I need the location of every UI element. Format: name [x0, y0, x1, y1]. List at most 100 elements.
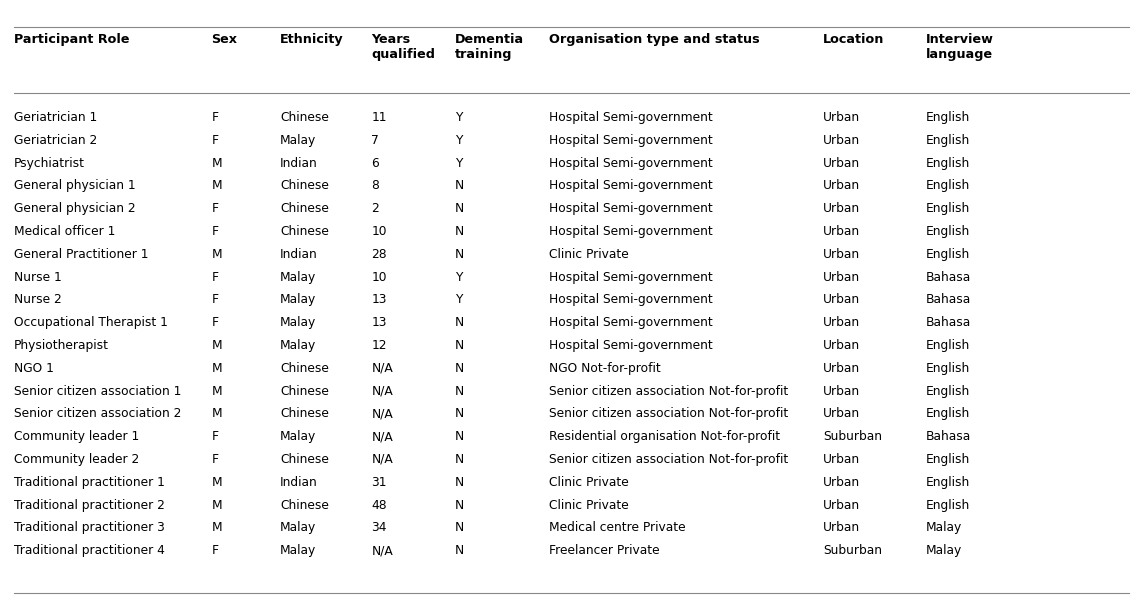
Text: N: N [455, 544, 464, 557]
Text: N/A: N/A [371, 407, 393, 421]
Text: Urban: Urban [823, 499, 860, 512]
Text: Geriatrician 2: Geriatrician 2 [14, 134, 97, 147]
Text: Urban: Urban [823, 271, 860, 284]
Text: General physician 1: General physician 1 [14, 179, 135, 193]
Text: Bahasa: Bahasa [926, 293, 972, 307]
Text: Suburban: Suburban [823, 430, 882, 443]
Text: Urban: Urban [823, 339, 860, 352]
Text: English: English [926, 453, 970, 466]
Text: Traditional practitioner 1: Traditional practitioner 1 [14, 476, 165, 489]
Text: English: English [926, 157, 970, 170]
Text: Senior citizen association 1: Senior citizen association 1 [14, 385, 181, 398]
Text: Chinese: Chinese [280, 111, 329, 124]
Text: General Practitioner 1: General Practitioner 1 [14, 248, 149, 261]
Text: English: English [926, 111, 970, 124]
Text: Senior citizen association Not-for-profit: Senior citizen association Not-for-profi… [549, 453, 788, 466]
Text: Malay: Malay [280, 544, 317, 557]
Text: N/A: N/A [371, 544, 393, 557]
Text: Hospital Semi-government: Hospital Semi-government [549, 134, 712, 147]
Text: Urban: Urban [823, 385, 860, 398]
Text: N: N [455, 339, 464, 352]
Text: 31: 31 [371, 476, 387, 489]
Text: F: F [211, 202, 218, 215]
Text: N: N [455, 225, 464, 238]
Text: N: N [455, 316, 464, 329]
Text: Physiotherapist: Physiotherapist [14, 339, 109, 352]
Text: Malay: Malay [280, 271, 317, 284]
Text: F: F [211, 316, 218, 329]
Text: English: English [926, 385, 970, 398]
Text: N/A: N/A [371, 430, 393, 443]
Text: Hospital Semi-government: Hospital Semi-government [549, 202, 712, 215]
Text: Malay: Malay [280, 316, 317, 329]
Text: English: English [926, 499, 970, 512]
Text: 2: 2 [371, 202, 379, 215]
Text: Occupational Therapist 1: Occupational Therapist 1 [14, 316, 168, 329]
Text: F: F [211, 134, 218, 147]
Text: M: M [211, 179, 222, 193]
Text: English: English [926, 407, 970, 421]
Text: Hospital Semi-government: Hospital Semi-government [549, 316, 712, 329]
Text: Dementia
training: Dementia training [455, 33, 523, 61]
Text: 48: 48 [371, 499, 387, 512]
Text: M: M [211, 385, 222, 398]
Text: Malay: Malay [280, 293, 317, 307]
Text: N: N [455, 385, 464, 398]
Text: 6: 6 [371, 157, 379, 170]
Text: Bahasa: Bahasa [926, 271, 972, 284]
Text: M: M [211, 157, 222, 170]
Text: M: M [211, 248, 222, 261]
Text: Malay: Malay [280, 521, 317, 535]
Text: English: English [926, 476, 970, 489]
Text: Sex: Sex [211, 33, 238, 46]
Text: M: M [211, 362, 222, 375]
Text: 13: 13 [371, 293, 387, 307]
Text: NGO 1: NGO 1 [14, 362, 54, 375]
Text: Urban: Urban [823, 248, 860, 261]
Text: 12: 12 [371, 339, 387, 352]
Text: Urban: Urban [823, 521, 860, 535]
Text: F: F [211, 430, 218, 443]
Text: N: N [455, 476, 464, 489]
Text: Hospital Semi-government: Hospital Semi-government [549, 157, 712, 170]
Text: N: N [455, 521, 464, 535]
Text: F: F [211, 453, 218, 466]
Text: Senior citizen association 2: Senior citizen association 2 [14, 407, 181, 421]
Text: 8: 8 [371, 179, 379, 193]
Text: Hospital Semi-government: Hospital Semi-government [549, 271, 712, 284]
Text: Malay: Malay [926, 521, 962, 535]
Text: M: M [211, 407, 222, 421]
Text: M: M [211, 476, 222, 489]
Text: Urban: Urban [823, 225, 860, 238]
Text: N: N [455, 179, 464, 193]
Text: Chinese: Chinese [280, 499, 329, 512]
Text: English: English [926, 225, 970, 238]
Text: N: N [455, 430, 464, 443]
Text: Indian: Indian [280, 157, 318, 170]
Text: Chinese: Chinese [280, 453, 329, 466]
Text: Organisation type and status: Organisation type and status [549, 33, 759, 46]
Text: Medical officer 1: Medical officer 1 [14, 225, 115, 238]
Text: Y: Y [455, 157, 462, 170]
Text: N: N [455, 202, 464, 215]
Text: Chinese: Chinese [280, 407, 329, 421]
Text: N: N [455, 362, 464, 375]
Text: Urban: Urban [823, 476, 860, 489]
Text: Y: Y [455, 134, 462, 147]
Text: Senior citizen association Not-for-profit: Senior citizen association Not-for-profi… [549, 385, 788, 398]
Text: Hospital Semi-government: Hospital Semi-government [549, 293, 712, 307]
Text: General physician 2: General physician 2 [14, 202, 135, 215]
Text: English: English [926, 248, 970, 261]
Text: Hospital Semi-government: Hospital Semi-government [549, 339, 712, 352]
Text: Ethnicity: Ethnicity [280, 33, 344, 46]
Text: Indian: Indian [280, 248, 318, 261]
Text: N: N [455, 453, 464, 466]
Text: M: M [211, 339, 222, 352]
Text: Hospital Semi-government: Hospital Semi-government [549, 111, 712, 124]
Text: F: F [211, 293, 218, 307]
Text: Urban: Urban [823, 293, 860, 307]
Text: Urban: Urban [823, 111, 860, 124]
Text: Chinese: Chinese [280, 385, 329, 398]
Text: N: N [455, 499, 464, 512]
Text: Urban: Urban [823, 157, 860, 170]
